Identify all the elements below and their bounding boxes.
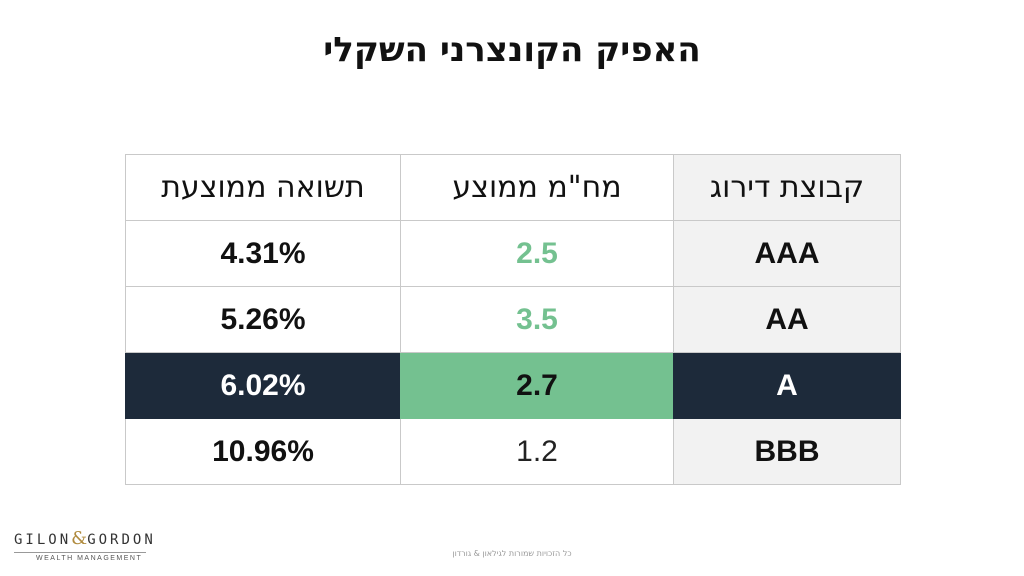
company-logo: GILON&GORDON WEALTH MANAGEMENT bbox=[14, 528, 154, 564]
cell-rating: AA bbox=[673, 286, 901, 353]
table-header-row: קבוצת דירוג מח"מ ממוצע תשואה ממוצעת bbox=[125, 154, 901, 221]
cell-yield: 4.31% bbox=[125, 220, 401, 287]
table-row-aa: AA 3.5 5.26% bbox=[125, 286, 901, 353]
slide-title: האפיק הקונצרני השקלי bbox=[323, 30, 701, 70]
cell-yield: 5.26% bbox=[125, 286, 401, 353]
header-avg-duration: מח"מ ממוצע bbox=[400, 154, 674, 221]
cell-duration: 1.2 bbox=[400, 418, 674, 485]
cell-rating: A bbox=[673, 352, 901, 419]
logo-wordmark: GILON&GORDON bbox=[14, 528, 154, 549]
cell-rating: AAA bbox=[673, 220, 901, 287]
table-row-a-highlighted: A 2.7 6.02% bbox=[125, 352, 901, 419]
cell-yield: 6.02% bbox=[125, 352, 401, 419]
logo-tagline: WEALTH MANAGEMENT bbox=[36, 555, 143, 562]
cell-yield: 10.96% bbox=[125, 418, 401, 485]
rating-table-container: קבוצת דירוג מח"מ ממוצע תשואה ממוצעת AAA … bbox=[125, 154, 901, 485]
table-row-bbb: BBB 1.2 10.96% bbox=[125, 418, 901, 485]
cell-rating: BBB bbox=[673, 418, 901, 485]
rating-table: קבוצת דירוג מח"מ ממוצע תשואה ממוצעת AAA … bbox=[125, 154, 901, 485]
copyright-footer: כל הזכויות שמורות לגילאון & גורדון bbox=[452, 549, 572, 558]
logo-divider bbox=[14, 552, 146, 553]
header-avg-yield: תשואה ממוצעת bbox=[125, 154, 401, 221]
header-rating-group: קבוצת דירוג bbox=[673, 154, 901, 221]
logo-ampersand: & bbox=[71, 528, 88, 549]
logo-right-word: GORDON bbox=[87, 532, 156, 548]
cell-duration: 2.5 bbox=[400, 220, 674, 287]
table-row-aaa: AAA 2.5 4.31% bbox=[125, 220, 901, 287]
logo-left-word: GILON bbox=[14, 532, 72, 548]
cell-duration: 2.7 bbox=[400, 352, 674, 419]
cell-duration: 3.5 bbox=[400, 286, 674, 353]
